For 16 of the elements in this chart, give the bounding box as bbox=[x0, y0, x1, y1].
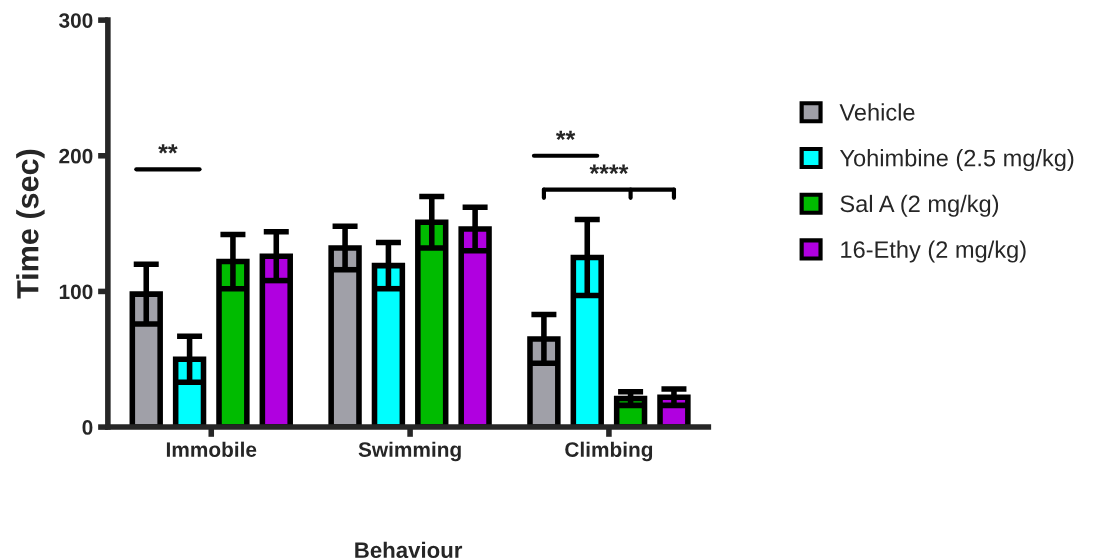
x-tick-label: Climbing bbox=[565, 441, 653, 462]
x-tick-label: Swimming bbox=[358, 441, 461, 462]
legend-label: Sal A (2 mg/kg) bbox=[840, 194, 999, 217]
legend-label: Vehicle bbox=[839, 103, 915, 121]
annotation: **** bbox=[589, 164, 629, 174]
annotation: ** bbox=[555, 130, 576, 140]
y-tick-label: 200 bbox=[59, 148, 93, 164]
legend-label: 16-Ethy (2 mg/kg) bbox=[841, 240, 1026, 263]
y-tick-label: 300 bbox=[59, 13, 93, 28]
y-axis-title: Time (sec) bbox=[16, 149, 45, 299]
y-tick-label: 100 bbox=[59, 284, 93, 300]
y-tick-label: 0 bbox=[82, 420, 93, 435]
legend-label: Yohimbine (2.5 mg/kg) bbox=[839, 149, 1074, 172]
x-tick-label: Immobile bbox=[166, 441, 257, 457]
annotation: ** bbox=[158, 144, 178, 154]
x-axis-title: Behaviour bbox=[355, 541, 463, 559]
